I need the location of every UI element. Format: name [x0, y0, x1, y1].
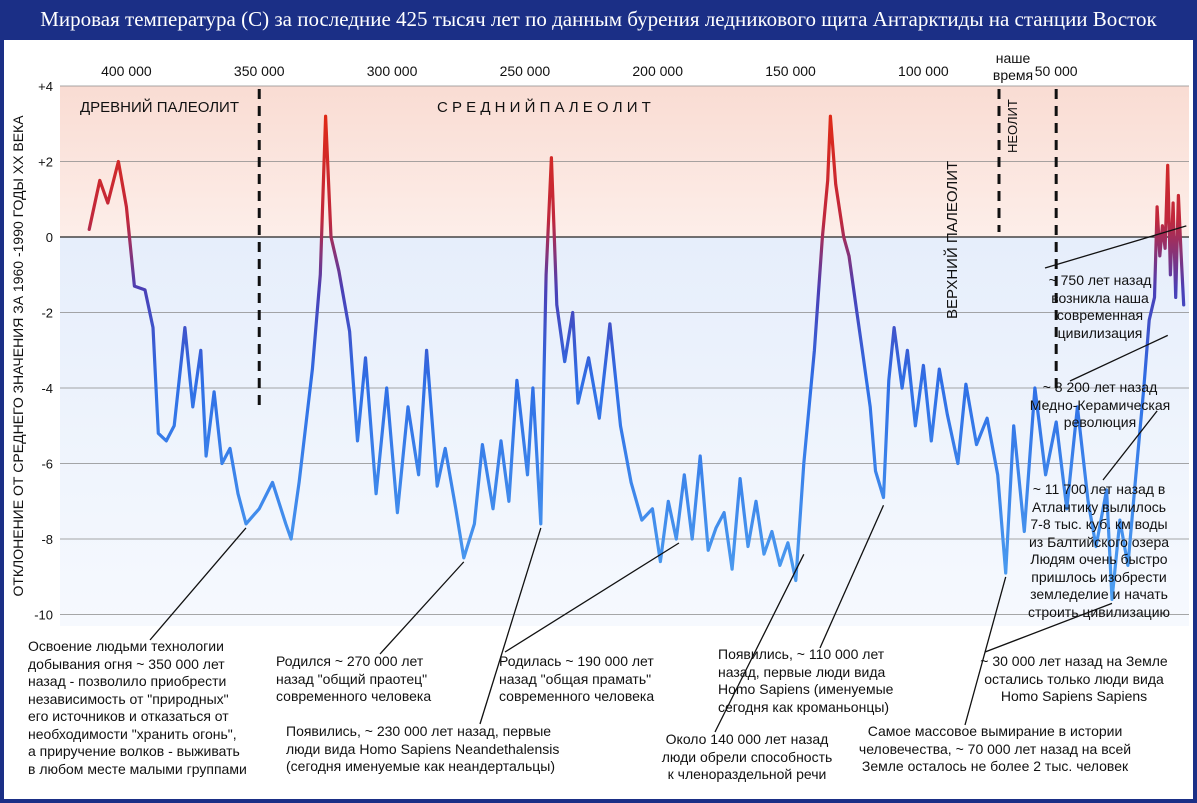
grid-layer: +4 +2 0 -2 -4 -6 -8 -10: [34, 79, 1189, 623]
x-tick-label: 350 000: [234, 63, 285, 79]
annotation-line: ~ 750 лет назад: [1048, 272, 1152, 288]
annotation-line: Родился ~ 270 000 лет: [276, 653, 424, 669]
leader-layer: [149, 225, 1187, 733]
annotation-line: в любом месте малыми группами: [28, 760, 247, 777]
y-tick-label: -6: [41, 457, 53, 472]
leader-line: [714, 554, 805, 733]
annotation-line: современного человека: [276, 688, 432, 704]
annotation-line: Людям очень быстро: [1030, 551, 1168, 567]
annotation-line: современная: [1056, 307, 1144, 323]
annotation-cromagnon: Появились, ~ 110 000 лет назад, первые лю…: [718, 646, 893, 716]
annotation-line: (сегодня именуемые как неандертальцы): [286, 758, 556, 774]
x-tick-label: 50 000: [1035, 63, 1078, 79]
annotation-modern: ~ 750 лет назад возникла наша современная ц…: [1030, 272, 1170, 342]
leader-line: [1044, 225, 1187, 269]
annotation-line: Homo Sapiens Sapiens: [1000, 688, 1148, 704]
leader-line: [379, 561, 465, 655]
x-tick-label: 300 000: [367, 63, 418, 79]
x-tick-label: время: [993, 67, 1033, 83]
annotation-speech: Около 140 000 лет назад люди обрели спосо…: [652, 731, 842, 784]
leader-line: [1069, 334, 1169, 382]
annotation-line: Появились, ~ 230 000 лет назад, первые: [286, 723, 552, 739]
annotation-line: остались только люди вида: [984, 670, 1164, 687]
annotation-extinction: Самое массовое вымирание в истории челове…: [842, 723, 1148, 776]
leader-line: [964, 576, 1007, 726]
annotation-line: независимость от "природных": [28, 690, 229, 707]
x-tick-label: 150 000: [765, 63, 816, 79]
annotation-copper: ~ 8 200 лет назад Медно-Керамическая револ…: [1010, 379, 1190, 432]
annotation-line: ~ 30 000 лет назад на Земле: [980, 653, 1168, 669]
leader-line: [984, 602, 1113, 653]
leader-line: [479, 527, 542, 725]
period-label-upper: ВЕРХНИЙ ПАЛЕОЛИТ: [943, 161, 961, 319]
annotation-neander: Появились, ~ 230 000 лет назад, первые лю…: [286, 723, 559, 776]
annotation-pramat: Родилась ~ 190 000 лет назад "общая прама…: [499, 653, 654, 706]
annotation-line: Homo Sapiens (именуемые: [718, 681, 894, 697]
annotation-line: сегодня как кроманьонцы): [718, 698, 890, 715]
y-axis-label: ОТКЛОНЕНИЕ ОТ СРЕДНЕГО ЗНАЧЕНИЯ ЗА 1960 …: [10, 115, 26, 597]
y-tick-label: +4: [38, 79, 53, 94]
annotation-line: люди вида Homo Sapiens Neandethalensis: [286, 740, 560, 757]
period-label-neolithic: НЕОЛИТ: [1005, 99, 1020, 153]
leader-line: [504, 542, 680, 653]
annotation-line: революция: [1063, 414, 1137, 430]
annotation-praotec: Родился ~ 270 000 лет назад "общий праоте…: [276, 653, 431, 706]
annotation-fire: Освоение людьми технологии добывания огня…: [28, 638, 247, 778]
y-tick-label: -2: [41, 306, 53, 321]
annotation-line: необходимости "хранить огонь",: [28, 725, 237, 742]
annotation-line: добывания огня ~ 350 000 лет: [28, 655, 225, 672]
leader-line: [149, 527, 247, 641]
leader-line: [1102, 410, 1158, 481]
x-tick-label: 250 000: [500, 63, 551, 79]
annotation-line: Около 140 000 лет назад: [665, 731, 829, 747]
x-tick-label: 400 000: [101, 63, 152, 79]
cold-zone: [60, 237, 1189, 626]
annotation-line: назад, первые люди вида: [718, 663, 886, 680]
annotation-line: возникла наша: [1051, 289, 1149, 306]
annotation-sapiens: ~ 30 000 лет назад на Земле остались толь…: [956, 653, 1192, 706]
y-tick-label: -10: [34, 608, 53, 623]
temperature-line-layer: [87, 114, 1186, 602]
x-tick-label: 100 000: [898, 63, 949, 79]
annotation-line: пришлось изобрести: [1031, 568, 1167, 585]
x-tick-label: 200 000: [632, 63, 683, 79]
annotation-line: ~ 11 700 лет назад в: [1032, 481, 1166, 497]
annotation-line: назад - позволило приобрести: [28, 673, 227, 689]
annotation-line: 7-8 тыс. куб. км воды: [1030, 516, 1168, 532]
leader-line: [819, 504, 885, 649]
y-tick-label: 0: [46, 230, 53, 245]
x-tick-label: наше: [996, 50, 1031, 66]
y-tick-label: -8: [41, 532, 53, 547]
annotation-line: люди обрели способность: [661, 748, 833, 765]
y-tick-label: -4: [41, 381, 53, 396]
chart-title: Мировая температура (С) за последние 425…: [40, 7, 1157, 31]
annotation-line: из Балтийского озера: [1028, 533, 1170, 550]
y-tick-label: +2: [38, 155, 53, 170]
annotation-line: Медно-Керамическая: [1029, 396, 1171, 413]
annotation-line: назад "общий праотец": [276, 670, 428, 687]
annotation-line: Земле осталось не более 2 тыс. человек: [861, 758, 1129, 774]
annotation-line: ~ 8 200 лет назад: [1042, 379, 1158, 395]
temperature-line: [87, 114, 1186, 602]
period-label-ancient: ДРЕВНИЙ ПАЛЕОЛИТ: [80, 98, 239, 116]
annotation-atlantic: ~ 11 700 лет назад в Атлантику вылилось 7-…: [1009, 481, 1189, 621]
label-layer: ОТКЛОНЕНИЕ ОТ СРЕДНЕГО ЗНАЧЕНИЯ ЗА 1960 …: [10, 50, 1078, 597]
annotation-line: назад "общая прамать": [499, 670, 652, 687]
annotation-line: Появились, ~ 110 000 лет: [718, 646, 885, 662]
annotation-line: Самое массовое вымирание в истории: [867, 723, 1123, 739]
period-label-middle: С Р Е Д Н И Й П А Л Е О Л И Т: [437, 98, 651, 116]
annotation-line: Родилась ~ 190 000 лет: [499, 653, 654, 669]
annotation-line: строить цивилизацию: [1027, 603, 1171, 620]
annotation-line: земледелие и начать: [1030, 586, 1168, 602]
annotation-line: современного человека: [499, 688, 655, 704]
annotation-line: к членораздельной речи: [667, 766, 827, 782]
annotation-line: а приручение волков - выживать: [28, 743, 240, 759]
annotation-line: Атлантику вылилось: [1031, 498, 1167, 515]
annotation-line: его источников и отказаться от: [28, 708, 229, 724]
annotation-line: Освоение людьми технологии: [28, 638, 224, 654]
annotation-line: цивилизация: [1057, 324, 1143, 341]
annotation-line: человечества, ~ 70 000 лет назад на всей: [858, 740, 1132, 757]
